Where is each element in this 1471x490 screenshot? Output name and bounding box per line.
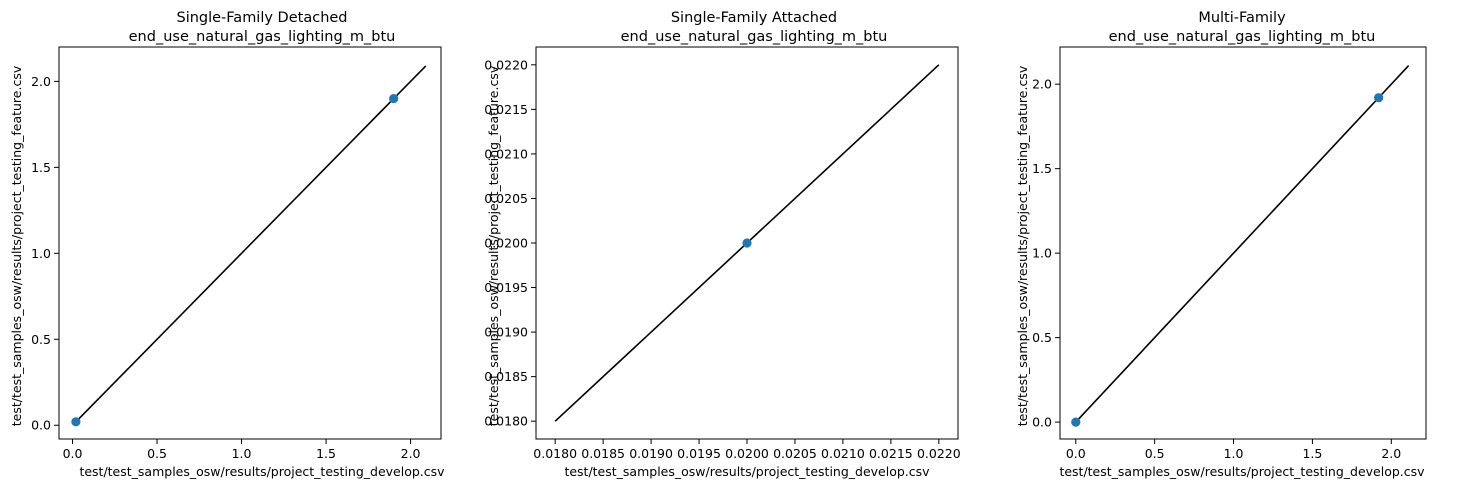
chart-subtitle: end_use_natural_gas_lighting_m_btu	[621, 29, 888, 45]
y-tick-label: 0.0185	[484, 369, 528, 384]
x-tick-label: 2.0	[401, 446, 421, 461]
panel-multi-family: 0.0 0.5 1.0 1.5 2.0 0.0 0.5 1.0 1.5 2.0 Multi-Fam…	[1015, 10, 1427, 479]
x-tick-label: 0.0180	[533, 446, 577, 461]
y-tick-label: 2.0	[31, 74, 51, 89]
y-tick-label: 1.5	[1032, 161, 1052, 176]
axes-frame	[58, 46, 442, 440]
data-point	[742, 238, 752, 248]
panel-single-family-detached: 0.0 0.5 1.0 1.5 2.0 0.0 0.5 1.0 1.5 2.0 Single-Fa…	[9, 10, 445, 479]
data-point	[389, 93, 399, 104]
plot-area: 0.0180 0.0185 0.0190 0.0195 0.0200 0.0205 0.02…	[484, 46, 961, 461]
x-tick-label: 0.5	[147, 446, 167, 461]
x-tick-label: 0.0220	[917, 446, 961, 461]
y-axis-label: test/test_samples_osw/results/project_te…	[9, 65, 24, 426]
x-axis-label: test/test_samples_osw/results/project_te…	[79, 464, 445, 479]
x-tick-label: 0.0210	[821, 446, 865, 461]
data-point	[71, 417, 81, 427]
axes-frame	[1059, 46, 1427, 440]
x-tick-label: 0.0200	[725, 446, 769, 461]
chart-subtitle: end_use_natural_gas_lighting_m_btu	[1109, 29, 1376, 45]
x-tick-label: 0.0	[63, 446, 83, 461]
y-tick-label: 1.0	[1032, 246, 1052, 261]
x-axis-label: test/test_samples_osw/results/project_te…	[564, 464, 930, 479]
y-tick-label: 0.0200	[484, 236, 528, 251]
x-tick-label: 2.0	[1381, 446, 1401, 461]
x-tick-label: 1.0	[1224, 446, 1244, 461]
y-axis-label: test/test_samples_osw/results/project_te…	[1015, 65, 1030, 426]
y-tick-label: 0.0215	[484, 102, 528, 117]
x-tick-label: 0.0205	[773, 446, 817, 461]
y-tick-label: 0.5	[31, 332, 51, 347]
identity-line	[1075, 65, 1410, 423]
chart-title: Single-Family Attached	[671, 10, 837, 26]
y-tick-label: 2.0	[1032, 77, 1052, 92]
data-point	[1071, 417, 1081, 427]
x-tick-label: 1.0	[232, 446, 252, 461]
identity-line	[75, 65, 427, 423]
panel-single-family-attached: 0.0180 0.0185 0.0190 0.0195 0.0200 0.0205 0.02…	[484, 10, 960, 479]
chart-subtitle: end_use_natural_gas_lighting_m_btu	[129, 29, 396, 45]
y-tick-label: 1.5	[31, 160, 51, 175]
plot-area: 0.0 0.5 1.0 1.5 2.0 0.0 0.5 1.0 1.5 2.0	[1032, 46, 1427, 461]
x-tick-label: 0.0190	[629, 446, 673, 461]
y-tick-label: 1.0	[31, 246, 51, 261]
chart-title: Single-Family Detached	[176, 10, 347, 26]
y-tick-label: 0.0220	[484, 57, 528, 72]
x-tick-label: 1.5	[316, 446, 336, 461]
chart-title: Multi-Family	[1198, 10, 1286, 26]
y-axis-label: test/test_samples_osw/results/project_te…	[486, 65, 501, 426]
y-tick-label: 0.0	[1032, 415, 1052, 430]
y-tick-label: 0.0	[31, 418, 51, 433]
data-point	[1374, 93, 1384, 103]
y-tick-label: 0.0190	[484, 325, 528, 340]
y-tick-label: 0.0195	[484, 280, 528, 295]
y-tick-label: 0.5	[1032, 330, 1052, 345]
x-tick-label: 0.0215	[869, 446, 913, 461]
x-tick-label: 0.5	[1145, 446, 1165, 461]
x-tick-label: 0.0195	[677, 446, 721, 461]
y-tick-label: 0.0210	[484, 146, 528, 161]
plot-area: 0.0 0.5 1.0 1.5 2.0 0.0 0.5 1.0 1.5 2.0	[31, 46, 442, 461]
y-tick-label: 0.0180	[484, 414, 528, 429]
y-tick-label: 0.0205	[484, 191, 528, 206]
x-tick-label: 1.5	[1302, 446, 1322, 461]
x-tick-label: 0.0	[1066, 446, 1086, 461]
x-axis-label: test/test_samples_osw/results/project_te…	[1059, 464, 1425, 479]
x-tick-label: 0.0185	[581, 446, 625, 461]
